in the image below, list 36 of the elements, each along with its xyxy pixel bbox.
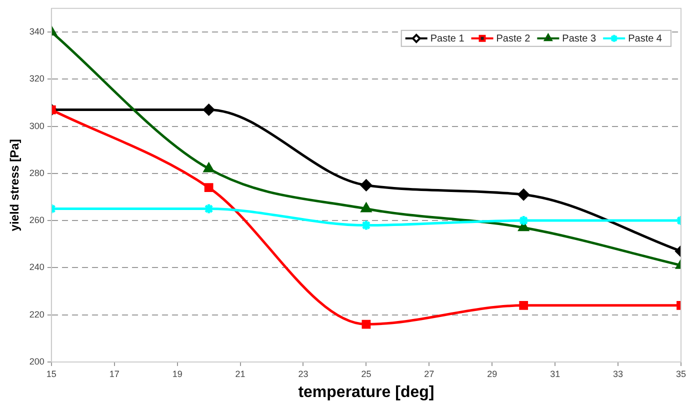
y-tick-label: 340 (29, 26, 44, 36)
y-tick-label: 220 (29, 309, 44, 320)
point (204, 183, 214, 192)
x-tick-label: 15 (46, 368, 56, 379)
point (203, 203, 215, 215)
point (361, 203, 372, 212)
point (203, 104, 215, 116)
y-axis-title: yield stress [Pa] (8, 139, 22, 232)
x-tick-label: 17 (109, 368, 120, 379)
x-tick-label: 29 (487, 368, 498, 379)
legend-label: Paste 4 (628, 34, 662, 45)
x-tick-label: 31 (550, 368, 560, 379)
y-tick-label: 300 (29, 120, 44, 131)
point (362, 320, 371, 329)
y-tick-label: 320 (29, 74, 44, 84)
legend-label: Paste 2 (496, 34, 531, 45)
point (518, 214, 530, 226)
x-tick-label: 25 (361, 368, 372, 379)
y-tick-label: 240 (29, 262, 44, 272)
x-tick-label: 23 (298, 368, 308, 379)
y-tick-label: 260 (29, 215, 44, 226)
y-tick-label: 200 (29, 356, 44, 366)
point (519, 300, 528, 310)
point (360, 220, 372, 232)
x-tick-label: 21 (235, 368, 246, 379)
x-tick-label: 33 (613, 368, 624, 379)
legend-label: Paste 1 (430, 34, 465, 45)
point (204, 162, 214, 172)
x-tick-label: 19 (172, 368, 182, 379)
x-axis-title: temperature [deg] (298, 384, 434, 401)
legend-label: Paste 3 (562, 34, 597, 45)
x-tick-label: 27 (424, 368, 434, 379)
point (518, 188, 530, 200)
x-tick-label: 35 (676, 368, 686, 379)
point (360, 179, 372, 191)
y-tick-label: 280 (29, 168, 44, 178)
